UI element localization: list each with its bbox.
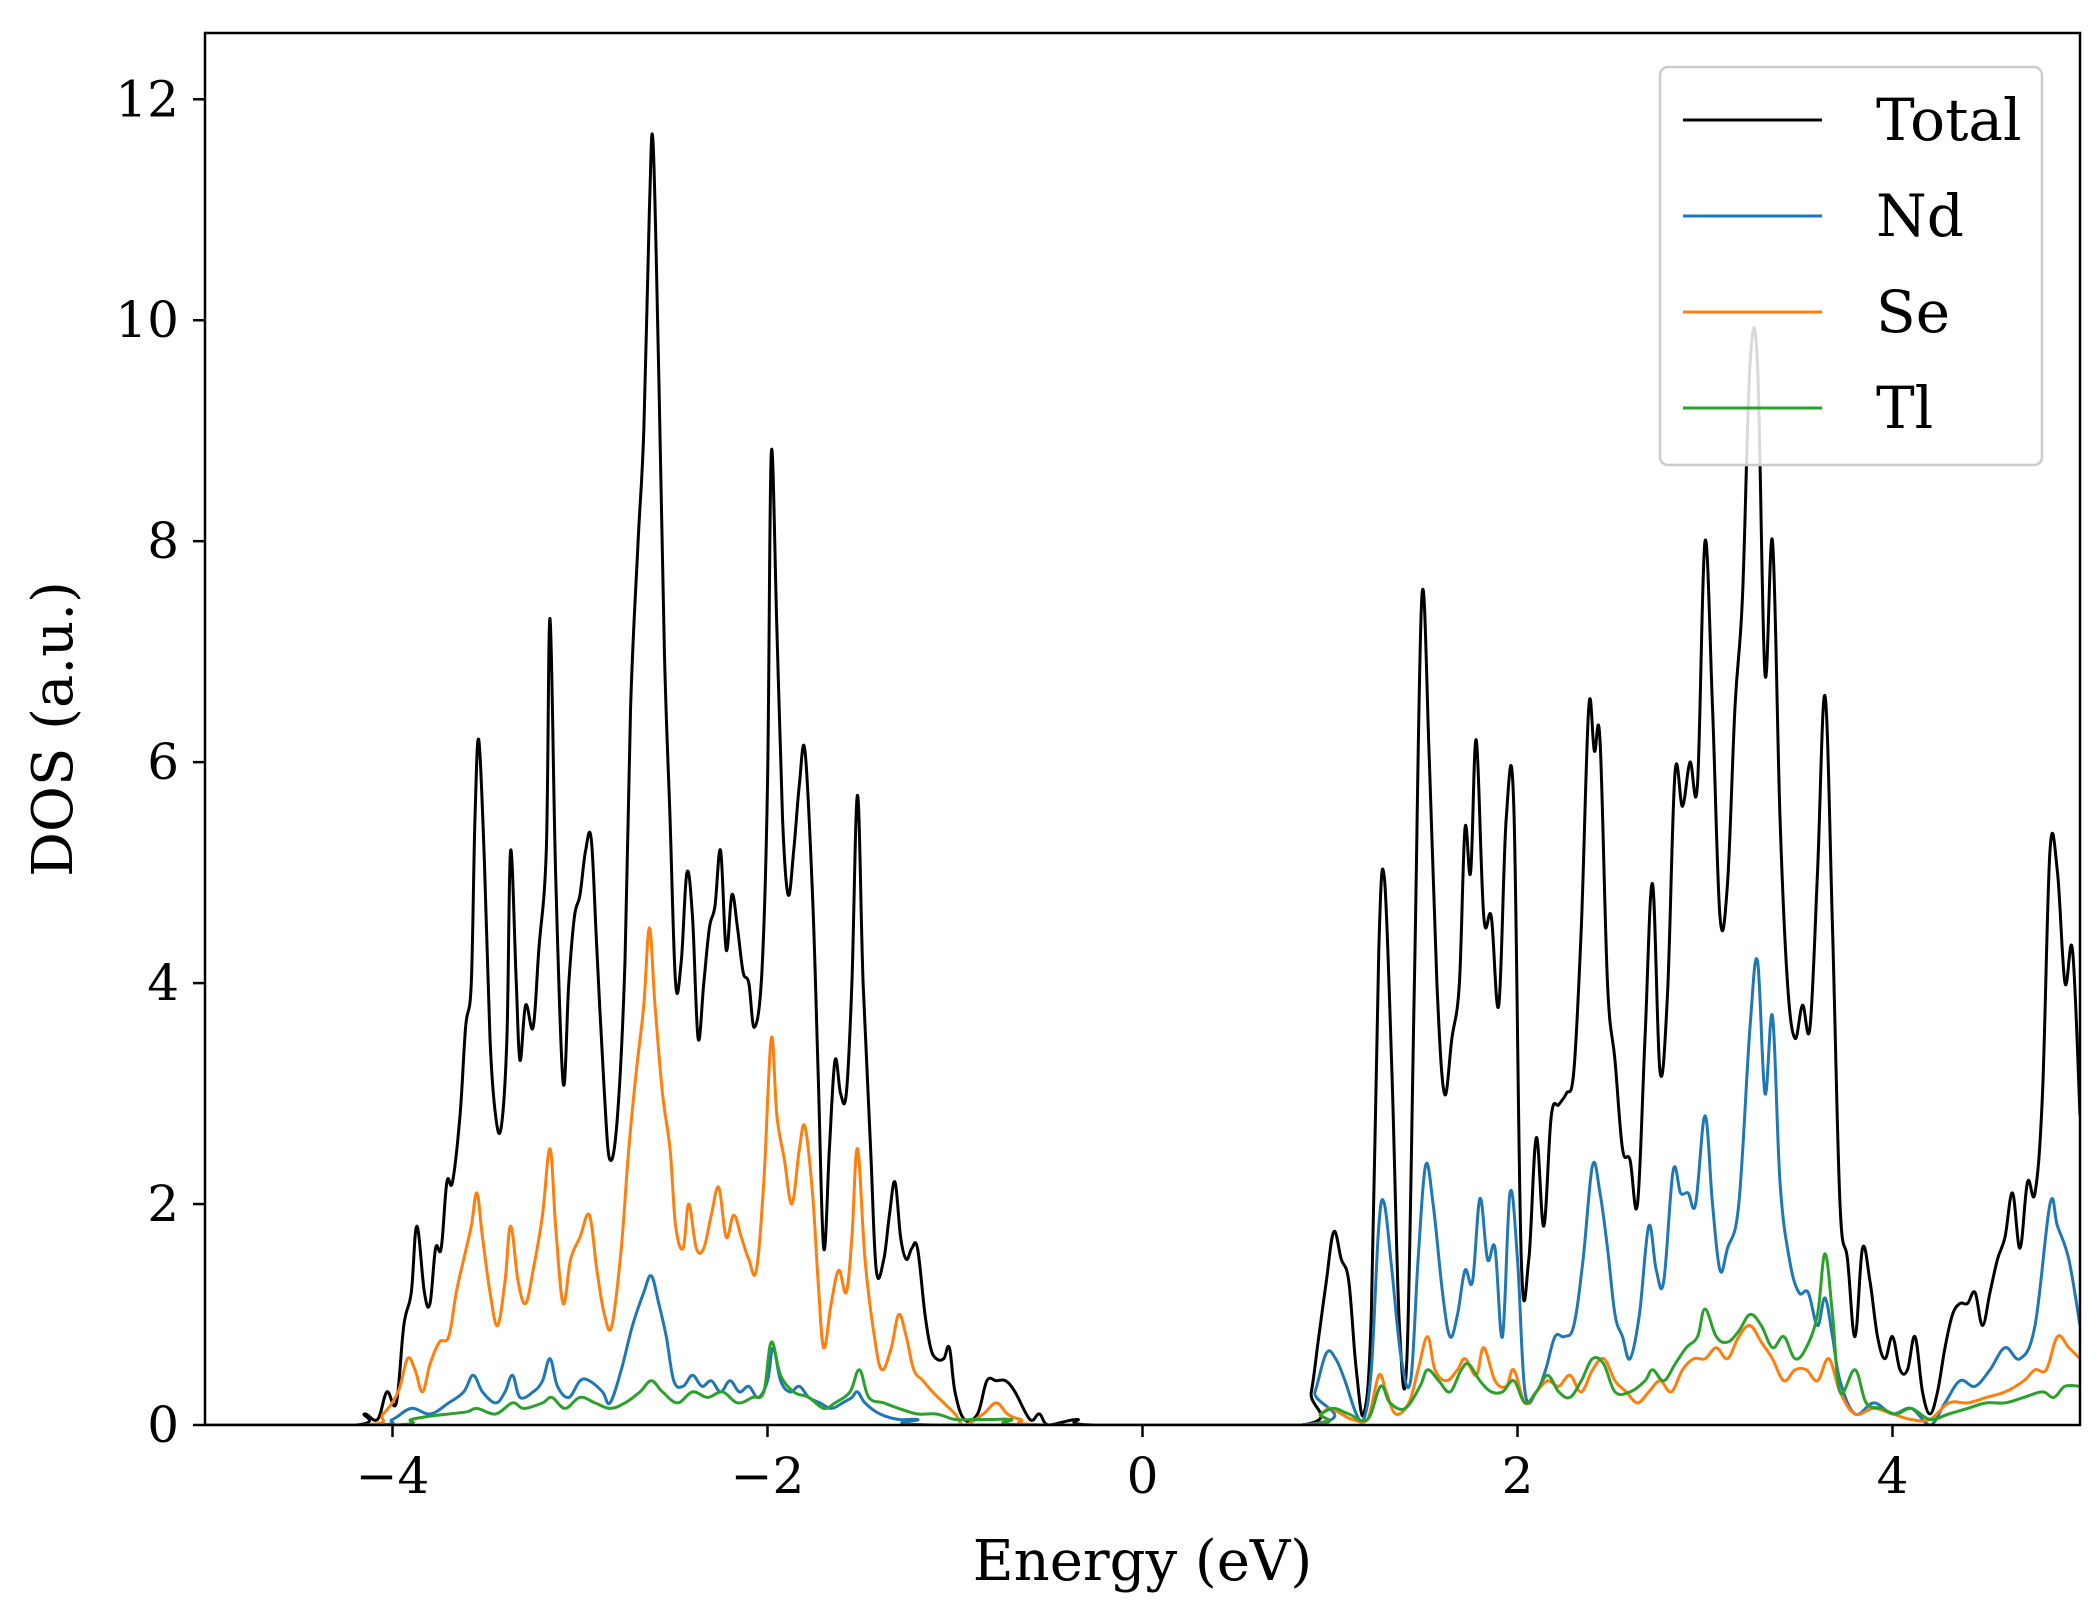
y-tick-label: 2 <box>147 1175 179 1233</box>
legend-label-total: Total <box>1876 86 2022 154</box>
y-tick-label: 6 <box>147 733 179 791</box>
y-tick-label: 12 <box>115 70 179 128</box>
ticks-layer: −4 −2 0 2 4 0 2 4 6 8 10 12 <box>115 70 1908 1505</box>
y-tick-label: 0 <box>147 1396 179 1454</box>
x-tick-label: −2 <box>731 1447 805 1505</box>
y-tick-label: 8 <box>147 512 179 570</box>
series-line-total <box>205 132 2080 1425</box>
x-tick-label: 2 <box>1502 1447 1534 1505</box>
x-tick-label: −4 <box>356 1447 430 1505</box>
series-line-tl <box>205 1252 2080 1425</box>
series-line-nd <box>205 957 2080 1425</box>
x-tick-label: 4 <box>1877 1447 1909 1505</box>
legend: Total Nd Se Tl <box>1658 65 2044 467</box>
series-layer <box>205 132 2080 1425</box>
legend-label-se: Se <box>1876 278 1950 346</box>
legend-box <box>1658 65 2044 467</box>
y-tick-label: 10 <box>115 291 179 349</box>
legend-label-tl: Tl <box>1876 374 1933 442</box>
y-axis-title: DOS (a.u.) <box>21 581 86 877</box>
y-tick-label: 4 <box>147 954 179 1012</box>
x-axis-title: Energy (eV) <box>973 1529 1312 1594</box>
x-tick-label: 0 <box>1127 1447 1159 1505</box>
legend-label-nd: Nd <box>1876 182 1964 250</box>
series-line-se <box>205 926 2080 1425</box>
